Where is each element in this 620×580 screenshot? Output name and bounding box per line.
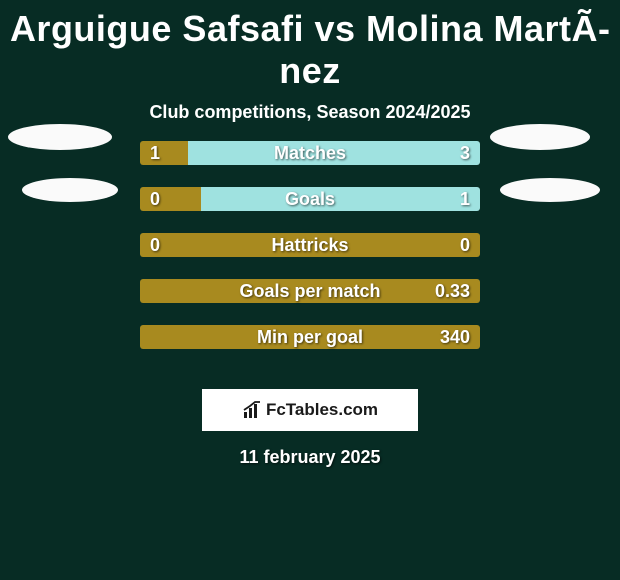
metric-row: 13Matches xyxy=(0,141,620,187)
comparison-card: Arguigue Safsafi vs Molina MartÃ­nez Clu… xyxy=(0,0,620,468)
metric-row: 01Goals xyxy=(0,187,620,233)
metric-label: Hattricks xyxy=(0,235,620,256)
metric-row: 00Hattricks xyxy=(0,233,620,279)
metrics-list: 13Matches01Goals00Hattricks0.33Goals per… xyxy=(0,141,620,371)
metric-row: 0.33Goals per match xyxy=(0,279,620,325)
metric-label: Goals per match xyxy=(0,281,620,302)
fctables-logo: FcTables.com xyxy=(202,389,418,431)
metric-label: Goals xyxy=(0,189,620,210)
chart-icon xyxy=(242,400,262,420)
metric-label: Min per goal xyxy=(0,327,620,348)
date-label: 11 february 2025 xyxy=(0,447,620,468)
logo-text: FcTables.com xyxy=(266,400,378,420)
page-title: Arguigue Safsafi vs Molina MartÃ­nez xyxy=(0,0,620,96)
metric-row: 340Min per goal xyxy=(0,325,620,371)
metric-label: Matches xyxy=(0,143,620,164)
